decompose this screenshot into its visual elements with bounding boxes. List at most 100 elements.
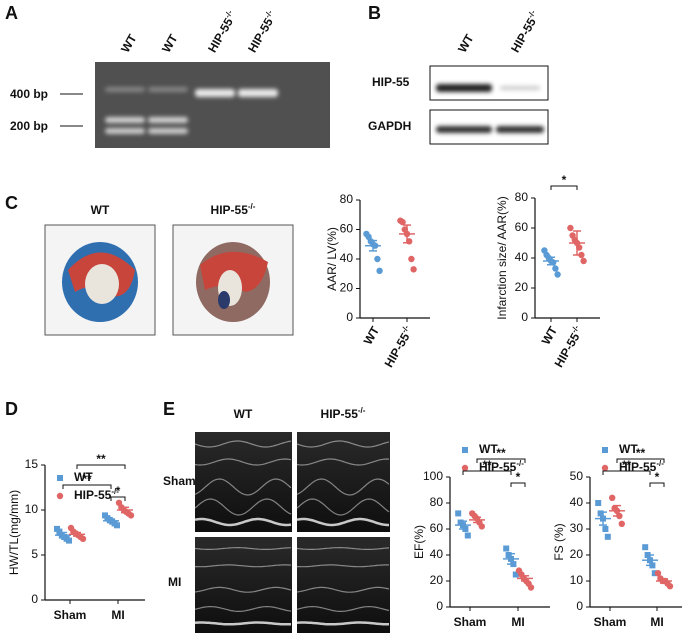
- legend-label-sup: -/-: [111, 487, 119, 496]
- data-point: [478, 523, 485, 530]
- significance-label: *: [516, 470, 521, 484]
- legend-label-sup: -/-: [656, 459, 664, 468]
- lane-label-text: HIP-55: [205, 15, 236, 55]
- data-point: [666, 583, 674, 590]
- data-point: [578, 251, 585, 259]
- echo-trace: [296, 478, 390, 496]
- data-point: [79, 535, 87, 542]
- data-point: [464, 532, 471, 539]
- x-tick-label: Sham: [594, 615, 627, 629]
- heart-slice: [62, 242, 270, 322]
- echo-column-label-text: HIP-55: [321, 407, 359, 421]
- x-tick-label-text: WT: [361, 324, 383, 348]
- panel-label: E: [163, 399, 175, 419]
- marker-label: 400 bp: [10, 87, 48, 101]
- y-tick-label: 0: [521, 310, 528, 324]
- y-tick-label: 5: [31, 547, 38, 561]
- gel-bands: [105, 87, 278, 134]
- protein-label: HIP-55: [372, 75, 410, 89]
- image-label-sup: -/-: [248, 202, 256, 211]
- echo-trace: [296, 547, 390, 550]
- significance-bracket: [602, 470, 651, 475]
- y-axis-label: AAR/ LV(%): [325, 227, 339, 291]
- image-label: WT: [91, 203, 110, 217]
- echo-trace: [194, 605, 292, 612]
- echo-trace: [194, 478, 292, 496]
- echo-column-label-text: WT: [234, 407, 253, 421]
- legend-label: HIP-55-/-: [74, 487, 119, 503]
- y-tick-label: 15: [25, 457, 39, 471]
- data-point: [651, 570, 658, 577]
- lane-label-text: WT: [455, 31, 477, 55]
- gel-image: [95, 62, 330, 148]
- panel-label: B: [368, 3, 381, 23]
- echo-trace: [296, 458, 390, 466]
- data-point: [580, 257, 587, 265]
- echo-trace: [194, 621, 292, 626]
- y-tick-label: 40: [515, 250, 529, 264]
- y-tick-label: 0: [436, 599, 443, 613]
- data-point: [455, 510, 462, 517]
- significance-label: **: [82, 472, 92, 486]
- legend-label: WT: [619, 442, 638, 456]
- echo-column-label-sup: -/-: [358, 406, 366, 415]
- significance-bracket: [76, 464, 126, 469]
- data-point: [505, 552, 512, 558]
- echo-images: [194, 432, 390, 633]
- echo-trace: [194, 498, 292, 516]
- echo-row-label: Sham: [163, 474, 196, 488]
- y-tick-label: 40: [340, 251, 354, 265]
- echo-trace: [195, 564, 292, 568]
- data-point: [503, 545, 510, 552]
- significance-bracket: [510, 482, 526, 487]
- data-point: [410, 266, 417, 273]
- legend-label: WT: [74, 470, 93, 484]
- lane-label: HIP-55-/-: [204, 8, 240, 55]
- y-tick-label: 100: [423, 469, 443, 483]
- legend-label-text: HIP-55: [74, 488, 112, 502]
- echo-trace: [296, 621, 389, 626]
- data-point: [374, 255, 381, 263]
- y-tick-label: 80: [430, 495, 444, 509]
- lane-label-sup: -/-: [263, 8, 275, 19]
- lane-label-text: HIP-55: [508, 15, 539, 55]
- lane-label-text: HIP-55: [245, 15, 276, 55]
- lane-label-text: WT: [159, 31, 181, 55]
- image-label: HIP-55-/-: [211, 202, 256, 218]
- y-tick-label: 30: [570, 521, 584, 535]
- data-point: [604, 533, 611, 540]
- legend-label-text: WT: [479, 442, 498, 456]
- legend-marker: [56, 492, 64, 500]
- significance-bracket: [550, 185, 578, 190]
- legend-label-text: WT: [619, 442, 638, 456]
- data-point: [56, 528, 63, 535]
- data-point: [376, 267, 383, 274]
- significance-label: *: [562, 173, 567, 187]
- echo-trace: [296, 440, 390, 448]
- data-point: [602, 526, 609, 532]
- x-tick-label: HIP-55-/-: [380, 323, 416, 370]
- x-tick-label: MI: [650, 615, 663, 629]
- y-tick-label: 50: [570, 469, 584, 483]
- y-axis-label: EF(%): [412, 525, 426, 559]
- y-tick-label: 10: [570, 573, 584, 587]
- significance-label: **: [496, 446, 506, 460]
- data-point: [114, 522, 120, 529]
- y-tick-label: 60: [515, 220, 529, 234]
- significance-label: **: [622, 458, 632, 472]
- y-tick-label: 20: [515, 280, 529, 294]
- significance-bracket: [649, 482, 665, 487]
- lane-label-sup: -/-: [223, 8, 235, 19]
- legend-label: WT: [479, 442, 498, 456]
- echo-column-label: WT: [234, 407, 253, 421]
- lane-label: HIP-55-/-: [507, 8, 543, 55]
- echo-trace: [296, 605, 390, 612]
- data-point: [654, 570, 662, 577]
- legend-marker: [462, 447, 468, 453]
- echo-trace: [194, 586, 292, 593]
- data-point: [642, 544, 649, 551]
- data-point: [399, 218, 406, 226]
- significance-label: **: [482, 458, 492, 472]
- echo-trace: [194, 440, 292, 448]
- x-tick-label: MI: [511, 615, 524, 629]
